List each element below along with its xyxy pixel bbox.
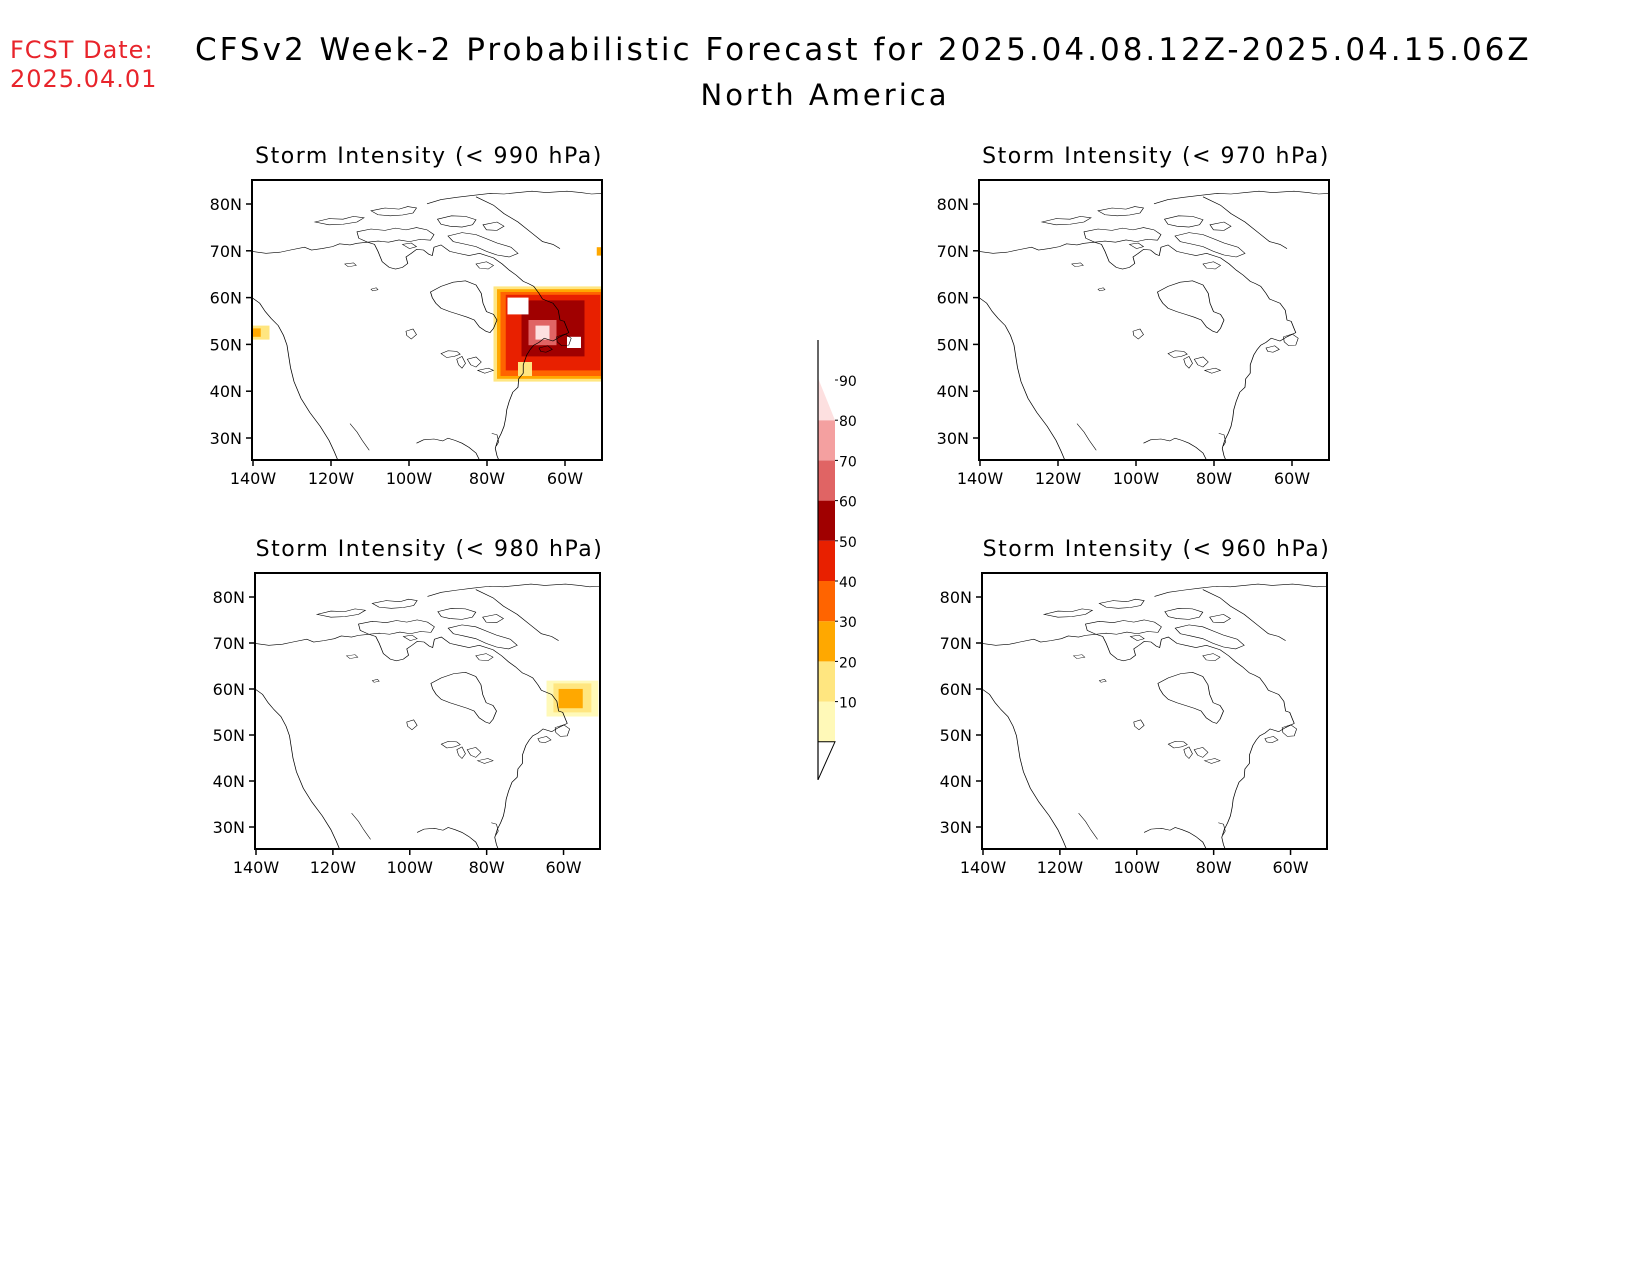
coastline <box>979 190 1329 460</box>
colorbar-segment <box>818 378 835 421</box>
colorbar-segment <box>818 701 835 742</box>
lat-tick-label: 40N <box>213 772 245 791</box>
lat-tick-label: 40N <box>210 382 242 401</box>
lon-tick-label: 100W <box>1114 858 1161 877</box>
panel-title: Storm Intensity (< 970 hPa) <box>982 144 1330 169</box>
colorbar-segment <box>818 621 835 662</box>
lon-tick-label: 120W <box>1035 469 1082 488</box>
lat-tick-label: 80N <box>937 195 969 214</box>
map-frame <box>978 179 1330 461</box>
coastline <box>982 583 1327 849</box>
lon-tick-label: 80W <box>1196 858 1232 877</box>
lon-tick-label: 60W <box>547 469 583 488</box>
lon-tick-label: 140W <box>960 858 1007 877</box>
lon-tick-label: 80W <box>1196 469 1232 488</box>
lon-tick-label: 120W <box>1037 858 1084 877</box>
colorbar-label: 90 <box>839 374 857 390</box>
colorbar-label: 80 <box>839 414 857 430</box>
lat-tick-label: 30N <box>940 818 972 837</box>
map-frame <box>251 179 603 461</box>
lon-tick-label: 100W <box>387 858 434 877</box>
colorbar: 10 20 30 40 50 60 70 80 90 <box>817 340 857 781</box>
colorbar-label: 20 <box>839 655 857 671</box>
lon-tick-label: 60W <box>1272 858 1308 877</box>
panel-title: Storm Intensity (< 980 hPa) <box>256 537 604 562</box>
lat-tick-label: 60N <box>210 289 242 308</box>
lon-tick-label: 100W <box>1113 469 1160 488</box>
lon-tick-label: 60W <box>1274 469 1310 488</box>
map-panel-p960: Storm Intensity (< 960 hPa) 80N 70N 60N 50N 4… <box>940 537 1331 877</box>
region-subtitle: North America <box>700 78 950 112</box>
map-frame <box>254 572 601 850</box>
colorbar-label: 30 <box>839 615 857 631</box>
panel-title: Storm Intensity (< 960 hPa) <box>983 537 1331 562</box>
lon-tick-label: 120W <box>308 469 355 488</box>
map-frame <box>981 572 1328 850</box>
lat-tick-label: 70N <box>937 242 969 261</box>
lon-tick-label: 140W <box>230 469 277 488</box>
lat-tick-label: 50N <box>940 726 972 745</box>
lat-tick-label: 60N <box>940 680 972 699</box>
colorbar-segment <box>818 420 835 461</box>
colorbar-segment <box>818 540 835 581</box>
lon-tick-label: 60W <box>545 858 581 877</box>
lat-tick-label: 70N <box>210 242 242 261</box>
lat-tick-label: 80N <box>940 588 972 607</box>
colorbar-segment <box>818 460 835 501</box>
colorbar-segment <box>818 500 835 541</box>
lon-tick-label: 140W <box>233 858 280 877</box>
lat-tick-label: 50N <box>210 335 242 354</box>
lat-tick-label: 70N <box>213 634 245 653</box>
lat-tick-label: 80N <box>210 195 242 214</box>
map-panel-p980: Storm Intensity (< 980 hPa) 80N 70N 60N 50N 4… <box>213 537 604 877</box>
lon-tick-label: 120W <box>310 858 357 877</box>
lat-tick-label: 70N <box>940 634 972 653</box>
lat-tick-label: 60N <box>213 680 245 699</box>
colorbar-label: 50 <box>839 535 857 551</box>
map-panel-p970: Storm Intensity (< 970 hPa) 80N 70N 60N 50N 4… <box>937 144 1330 488</box>
panel-title: Storm Intensity (< 990 hPa) <box>255 144 603 169</box>
lat-tick-label: 30N <box>937 429 969 448</box>
lon-tick-label: 80W <box>469 858 505 877</box>
probability-shading <box>252 247 602 382</box>
colorbar-label: 40 <box>839 575 857 591</box>
probability-shading <box>546 680 599 717</box>
lat-tick-label: 40N <box>937 382 969 401</box>
colorbar-label: 10 <box>839 696 857 712</box>
map-panel-p990: Storm Intensity (< 990 hPa) 80N 70N 60N 50N 4… <box>210 144 603 488</box>
lat-tick-label: 30N <box>210 429 242 448</box>
lat-tick-label: 60N <box>937 289 969 308</box>
colorbar-segment <box>818 581 835 622</box>
forecast-date-label: FCST Date: <box>10 36 154 64</box>
colorbar-label: 60 <box>839 495 857 511</box>
forecast-date-value: 2025.04.01 <box>10 65 158 93</box>
lat-tick-label: 30N <box>213 818 245 837</box>
lat-tick-label: 40N <box>940 772 972 791</box>
lon-tick-label: 100W <box>386 469 433 488</box>
forecast-date-block: FCST Date: 2025.04.01 <box>10 36 157 94</box>
colorbar-segment <box>818 661 835 702</box>
lat-tick-label: 50N <box>213 726 245 745</box>
page-title: CFSv2 Week-2 Probabilistic Forecast for … <box>195 32 1532 68</box>
colorbar-label: 70 <box>839 454 857 470</box>
lat-tick-label: 50N <box>937 335 969 354</box>
lon-tick-label: 140W <box>957 469 1004 488</box>
lon-tick-label: 80W <box>469 469 505 488</box>
lat-tick-label: 80N <box>213 588 245 607</box>
